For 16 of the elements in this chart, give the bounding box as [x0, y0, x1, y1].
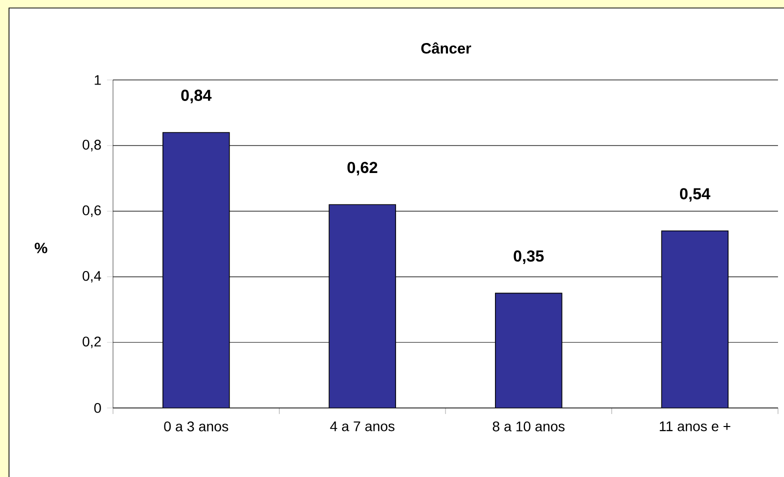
- data-label: 0,54: [680, 188, 710, 202]
- y-tick-label: 0,6: [82, 205, 101, 217]
- x-tick-label: 4 a 7 anos: [330, 422, 394, 432]
- y-tick-label: 0,2: [82, 336, 101, 348]
- y-axis-title: %: [34, 242, 48, 254]
- y-tick-label: 0,4: [82, 271, 102, 283]
- data-label: 0,84: [181, 90, 212, 104]
- x-tick-label: 11 anos e +: [660, 422, 730, 432]
- data-label: 0,35: [514, 250, 544, 264]
- y-tick-label: 0,8: [82, 140, 101, 152]
- x-tick-label: 0 a 3 anos: [164, 421, 228, 432]
- chart-title: Câncer: [421, 42, 472, 54]
- y-tick-label: 0: [94, 403, 101, 413]
- y-tick-label: 1: [94, 75, 101, 85]
- x-tick-label: 8 a 10 anos: [492, 421, 565, 432]
- data-label: 0,62: [347, 162, 378, 176]
